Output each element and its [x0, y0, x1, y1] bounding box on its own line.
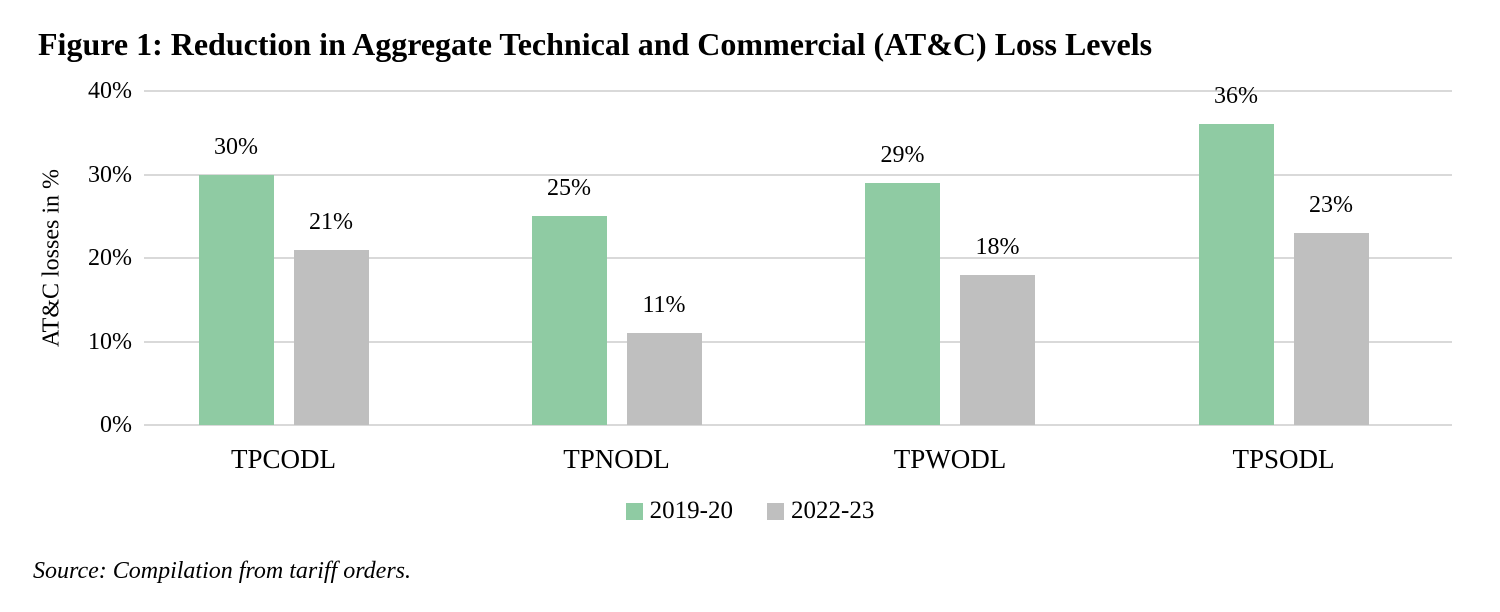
- y-tick-label-0%: 0%: [100, 412, 132, 438]
- x-category-label-TPNODL: TPNODL: [563, 444, 670, 474]
- bar-value-label-2019-20-TPSODL: 36%: [1214, 83, 1258, 110]
- figure-title: Figure 1: Reduction in Aggregate Technic…: [38, 26, 1153, 62]
- legend-item-2019-20: 2019-20: [625, 497, 733, 525]
- legend-label-2019-20: 2019-20: [649, 497, 733, 524]
- y-tick-label-30%: 30%: [88, 161, 132, 188]
- bar-2019-20-TPSODL: [1198, 124, 1274, 425]
- bar-2022-23-TPSODL: [1293, 232, 1369, 425]
- y-tick-label-40%: 40%: [88, 78, 132, 104]
- x-category-label-TPSODL: TPSODL: [1232, 444, 1335, 474]
- bar-value-label-2019-20-TPNODL: 25%: [547, 175, 591, 202]
- bar-2022-23-TPCODL: [293, 249, 369, 425]
- bar-2022-23-TPWODL: [960, 274, 1035, 425]
- bar-value-label-2022-23-TPWODL: 18%: [975, 233, 1020, 260]
- gridline-40%: [144, 90, 1452, 92]
- bar-2022-23-TPNODL: [626, 333, 702, 425]
- y-tick-label-10%: 10%: [88, 328, 132, 355]
- bar-2019-20-TPWODL: [865, 182, 940, 425]
- x-category-label-TPCODL: TPCODL: [230, 444, 337, 474]
- gridline-0%: [144, 424, 1452, 426]
- bar-2019-20-TPCODL: [198, 174, 274, 425]
- bar-value-label-2019-20-TPWODL: 29%: [880, 141, 925, 168]
- gridline-10%: [144, 340, 1452, 343]
- y-tick-label-20%: 20%: [88, 245, 132, 271]
- bar-value-label-2022-23-TPCODL: 21%: [309, 208, 353, 235]
- legend-swatch-2022-23: [767, 502, 784, 520]
- chart-legend: 2019-20 2022-23: [0, 497, 1500, 525]
- legend-item-2022-23: 2022-23: [767, 497, 874, 525]
- gridline-30%: [144, 173, 1452, 176]
- bar-value-label-2022-23-TPNODL: 11%: [642, 292, 686, 319]
- legend-label-2022-23: 2022-23: [791, 497, 875, 524]
- source-note: Source: Compilation from tariff orders.: [33, 558, 411, 584]
- gridline-20%: [144, 257, 1452, 259]
- legend-swatch-2019-20: [625, 502, 643, 520]
- bar-2019-20-TPNODL: [531, 216, 607, 425]
- bar-value-label-2019-20-TPCODL: 30%: [214, 133, 258, 160]
- bar-value-label-2022-23-TPSODL: 23%: [1309, 191, 1353, 218]
- x-category-label-TPWODL: TPWODL: [893, 444, 1007, 474]
